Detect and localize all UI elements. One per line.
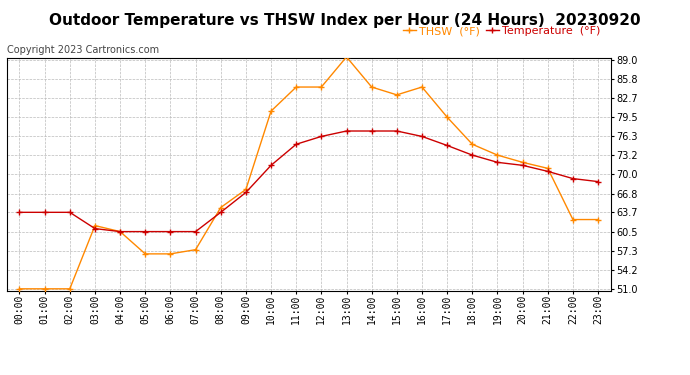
Legend: THSW  (°F), Temperature  (°F): THSW (°F), Temperature (°F)	[398, 22, 605, 41]
Text: Copyright 2023 Cartronics.com: Copyright 2023 Cartronics.com	[7, 45, 159, 55]
Text: Outdoor Temperature vs THSW Index per Hour (24 Hours)  20230920: Outdoor Temperature vs THSW Index per Ho…	[49, 13, 641, 28]
